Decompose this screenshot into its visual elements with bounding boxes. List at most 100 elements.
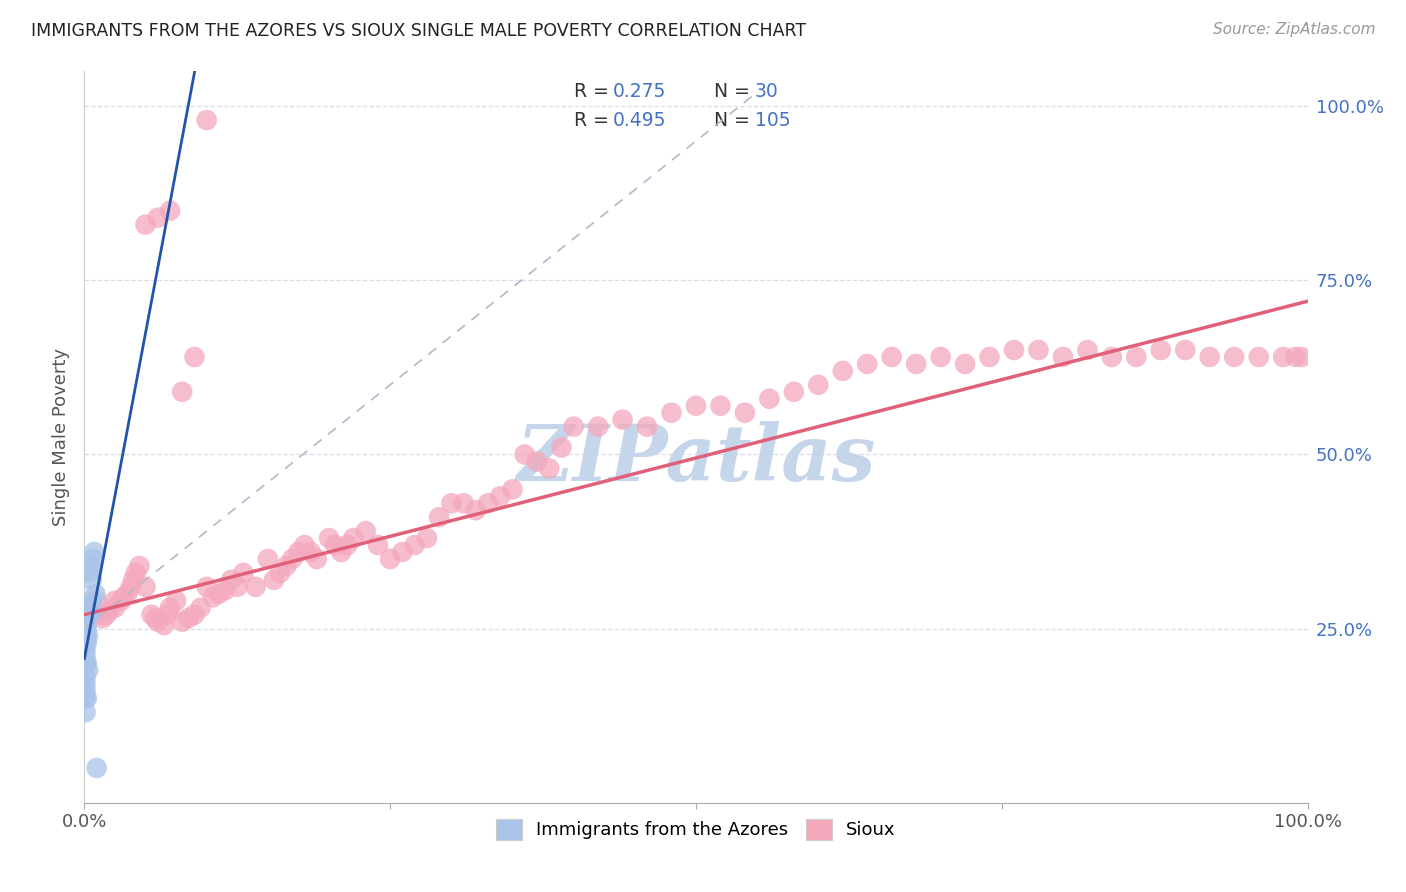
Point	[1101, 350, 1123, 364]
Point	[83, 545, 105, 559]
Point	[75, 705, 97, 719]
Point	[464, 503, 486, 517]
Point	[1002, 343, 1025, 357]
Point	[856, 357, 879, 371]
Point	[83, 600, 105, 615]
Point	[75, 684, 97, 698]
Point	[153, 618, 176, 632]
Point	[1272, 350, 1295, 364]
Point	[661, 406, 683, 420]
Point	[75, 642, 97, 657]
Point	[79, 607, 101, 622]
Point	[612, 412, 634, 426]
Point	[1052, 350, 1074, 364]
Text: Source: ZipAtlas.com: Source: ZipAtlas.com	[1212, 22, 1375, 37]
Point	[135, 218, 157, 232]
Point	[201, 591, 224, 605]
Point	[287, 545, 309, 559]
Point	[172, 384, 194, 399]
Point	[172, 615, 194, 629]
Text: IMMIGRANTS FROM THE AZORES VS SIOUX SINGLE MALE POVERTY CORRELATION CHART: IMMIGRANTS FROM THE AZORES VS SIOUX SING…	[31, 22, 806, 40]
Point	[77, 600, 100, 615]
Text: 0.495: 0.495	[613, 112, 666, 130]
Point	[226, 580, 249, 594]
Point	[1247, 350, 1270, 364]
Point	[1284, 350, 1306, 364]
Text: 0.275: 0.275	[613, 82, 666, 101]
Point	[112, 591, 135, 605]
Point	[758, 392, 780, 406]
Text: R =: R =	[574, 82, 614, 101]
Point	[190, 600, 212, 615]
Point	[477, 496, 499, 510]
Point	[453, 496, 475, 510]
Point	[380, 552, 402, 566]
Point	[427, 510, 450, 524]
Point	[143, 611, 166, 625]
Point	[86, 761, 108, 775]
Text: N =: N =	[714, 112, 756, 130]
Point	[76, 635, 98, 649]
Point	[75, 635, 97, 649]
Point	[342, 531, 364, 545]
Point	[156, 607, 179, 622]
Point	[354, 524, 377, 538]
Point	[75, 677, 97, 691]
Point	[75, 657, 97, 671]
Point	[75, 622, 97, 636]
Point	[165, 594, 187, 608]
Point	[1028, 343, 1050, 357]
Point	[305, 552, 328, 566]
Point	[75, 629, 97, 643]
Point	[77, 664, 100, 678]
Point	[562, 419, 585, 434]
Text: 30: 30	[755, 82, 779, 101]
Point	[141, 607, 163, 622]
Point	[245, 580, 267, 594]
Point	[1125, 350, 1147, 364]
Point	[586, 419, 609, 434]
Point	[502, 483, 524, 497]
Point	[416, 531, 439, 545]
Point	[550, 441, 572, 455]
Point	[526, 454, 548, 468]
Point	[76, 657, 98, 671]
Point	[80, 594, 103, 608]
Point	[538, 461, 561, 475]
Point	[183, 350, 205, 364]
Point	[807, 377, 830, 392]
Point	[367, 538, 389, 552]
Point	[96, 607, 118, 622]
Point	[208, 587, 231, 601]
Point	[159, 600, 181, 615]
Text: N =: N =	[714, 82, 756, 101]
Point	[122, 573, 145, 587]
Point	[79, 607, 101, 622]
Point	[104, 600, 127, 615]
Point	[115, 587, 138, 601]
Point	[880, 350, 903, 364]
Point	[336, 538, 359, 552]
Point	[75, 649, 97, 664]
Point	[440, 496, 463, 510]
Point	[257, 552, 280, 566]
Point	[1198, 350, 1220, 364]
Point	[195, 113, 218, 128]
Point	[831, 364, 853, 378]
Point	[323, 538, 346, 552]
Point	[214, 583, 236, 598]
Point	[75, 670, 97, 684]
Point	[79, 558, 101, 573]
Point	[86, 594, 108, 608]
Point	[195, 580, 218, 594]
Point	[263, 573, 285, 587]
Point	[979, 350, 1001, 364]
Point	[76, 622, 98, 636]
Point	[294, 538, 316, 552]
Point	[84, 587, 107, 601]
Point	[97, 604, 120, 618]
Point	[636, 419, 658, 434]
Point	[269, 566, 291, 580]
Text: 105: 105	[755, 112, 790, 130]
Point	[76, 607, 98, 622]
